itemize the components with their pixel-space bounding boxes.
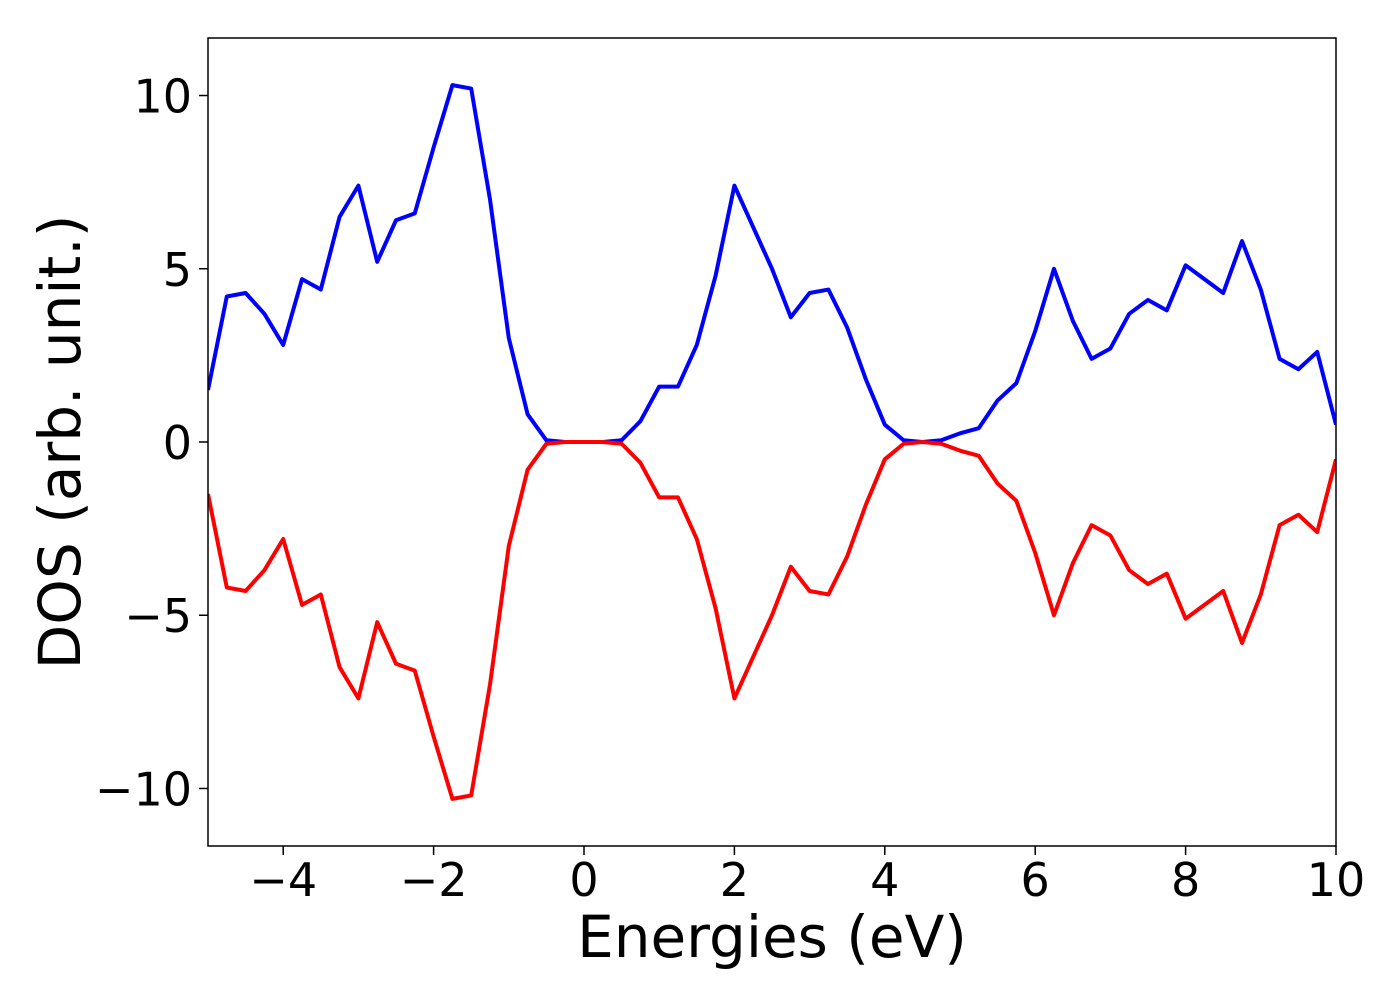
x-tick-label: 2 — [720, 853, 749, 907]
series-line — [208, 83, 1336, 444]
x-tick-label: −2 — [400, 853, 468, 907]
x-tick-label: 10 — [1307, 853, 1366, 907]
y-tick-label: 0 — [163, 416, 192, 470]
x-tick-label: 6 — [1021, 853, 1050, 907]
y-tick-label: 5 — [163, 243, 192, 297]
y-tick-label: −5 — [124, 589, 192, 643]
series-line — [208, 440, 1336, 801]
plot-frame — [207, 37, 1337, 847]
x-tick-label: 4 — [870, 853, 899, 907]
x-tick-label: −4 — [249, 853, 317, 907]
y-axis-label: DOS (arb. unit.) — [26, 215, 94, 670]
x-tick-label: 0 — [569, 853, 598, 907]
y-tick-label: −10 — [95, 762, 192, 816]
x-tick-label: 8 — [1171, 853, 1200, 907]
y-tick-label: 10 — [133, 70, 192, 124]
x-axis-label: Energies (eV) — [577, 903, 967, 971]
